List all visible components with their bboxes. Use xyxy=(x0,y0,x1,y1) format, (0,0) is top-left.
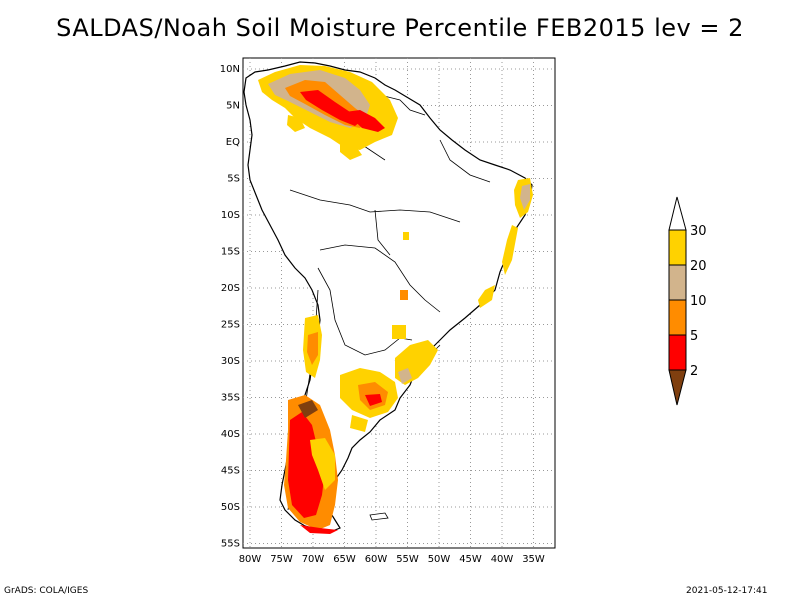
latitude-tick-label: 5S xyxy=(227,174,240,185)
latitude-tick-label: 35S xyxy=(221,393,240,404)
longitude-tick-label: 40W xyxy=(491,554,514,565)
colorbar-label: 20 xyxy=(690,259,707,274)
colorbar-20-30 xyxy=(668,229,687,266)
colorbar-label: 10 xyxy=(690,294,707,309)
colorbar-2-5 xyxy=(668,334,687,371)
latitude-tick-label: 50S xyxy=(221,502,240,513)
longitude-tick-labels: 80W 75W 70W 65W 60W 55W 50W 45W 40W 35W xyxy=(239,554,545,565)
footer-credit: GrADS: COLA/IGES xyxy=(4,586,89,596)
longitude-tick-label: 65W xyxy=(333,554,356,565)
map-frame xyxy=(242,57,556,549)
latitude-tick-label: 5N xyxy=(226,101,240,112)
colorbar-label: 30 xyxy=(690,224,707,239)
colorbar-10-20 xyxy=(668,264,687,301)
latitude-tick-label: 20S xyxy=(221,283,240,294)
longitude-tick-label: 55W xyxy=(396,554,419,565)
longitude-tick-label: 75W xyxy=(270,554,293,565)
latitude-tick-label: 55S xyxy=(221,539,240,550)
colorbar-5-10 xyxy=(668,299,687,336)
longitude-tick-label: 50W xyxy=(428,554,451,565)
longitude-tick-label: 60W xyxy=(365,554,388,565)
colorbar-above-30 xyxy=(668,196,687,231)
soil-moisture-shading xyxy=(258,65,533,534)
colorbar-label: 5 xyxy=(690,329,698,344)
latitude-tick-label: 30S xyxy=(221,356,240,367)
longitude-tick-label: 70W xyxy=(302,554,325,565)
latitude-tick-label: 15S xyxy=(221,247,240,258)
latitude-tick-label: 40S xyxy=(221,429,240,440)
latitude-tick-label: 10S xyxy=(221,210,240,221)
map-title: SALDAS/Noah Soil Moisture Percentile FEB… xyxy=(56,14,744,42)
longitude-tick-label: 80W xyxy=(239,554,262,565)
colorbar: 30 20 10 5 2 xyxy=(668,196,707,406)
latitude-tick-label: 45S xyxy=(221,466,240,477)
colorbar-below-2 xyxy=(668,369,687,406)
longitude-tick-label: 35W xyxy=(522,554,545,565)
latitude-tick-labels: 10N 5N EQ 5S 10S 15S 20S 25S 30S 35S 40S 45S 50S 55S xyxy=(220,64,240,550)
latitude-tick-label: EQ xyxy=(226,137,240,148)
longitude-tick-label: 45W xyxy=(459,554,482,565)
latitude-tick-label: 10N xyxy=(220,64,240,75)
latitude-tick-label: 25S xyxy=(221,320,240,331)
footer-timestamp: 2021-05-12-17:41 xyxy=(686,586,768,596)
colorbar-label: 2 xyxy=(690,364,698,379)
